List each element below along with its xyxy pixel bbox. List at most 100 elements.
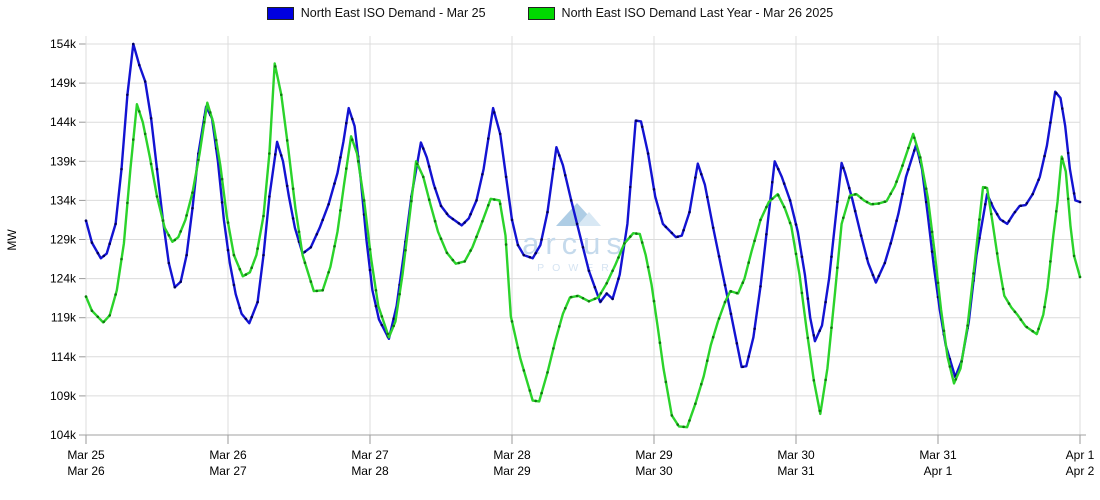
series-current-marker <box>84 219 88 222</box>
series-current-marker <box>564 174 567 177</box>
x-axis-label-current: Mar 28 <box>493 448 531 462</box>
series-lastyear-marker <box>1025 325 1029 329</box>
series-lastyear-marker <box>546 371 549 374</box>
series-current-marker <box>569 199 573 202</box>
series-lastyear-marker <box>185 214 188 217</box>
series-lastyear-marker <box>871 202 875 206</box>
series-current-marker <box>664 225 668 229</box>
series-current-marker <box>883 261 887 265</box>
series-lastyear-marker <box>688 419 691 422</box>
series-lastyear-marker <box>167 234 171 237</box>
series-lastyear-marker <box>948 365 952 368</box>
series-lastyear-marker <box>771 197 774 201</box>
grid-layer <box>79 36 1086 444</box>
series-current-marker <box>694 176 697 179</box>
series-current-marker <box>842 166 845 170</box>
series-current-marker <box>711 226 715 230</box>
series-current-marker <box>682 228 685 232</box>
series-lastyear-marker <box>700 382 703 386</box>
series-current-marker <box>782 182 786 185</box>
series-lastyear-marker <box>765 205 768 209</box>
series-current-marker <box>333 182 336 185</box>
series-current-marker <box>753 327 756 331</box>
series-current-marker <box>493 111 496 114</box>
series-current-marker <box>1031 192 1034 196</box>
y-axis-label: 139k <box>50 154 77 168</box>
series-lastyear-marker <box>788 221 792 225</box>
x-axis-label-lastyear: Mar 31 <box>777 464 815 478</box>
series-lastyear-marker <box>161 219 165 222</box>
series-lastyear-marker <box>623 242 626 245</box>
series-lastyear-marker <box>924 187 928 190</box>
series-lastyear-marker <box>652 299 656 303</box>
series-lastyear-marker <box>374 289 378 292</box>
legend-swatch-lastyear <box>527 6 555 20</box>
series-current-marker <box>126 93 129 97</box>
series-current-marker <box>114 222 117 226</box>
series-lastyear-marker <box>327 271 330 274</box>
series-lastyear-marker <box>942 329 946 333</box>
series-layer <box>84 42 1082 429</box>
chart-legend: North East ISO Demand - Mar 25 North Eas… <box>0 6 1100 20</box>
x-axis-label-lastyear: Mar 30 <box>635 464 673 478</box>
series-lastyear-marker <box>439 237 443 240</box>
series-current-marker <box>534 251 537 255</box>
series-current-marker <box>581 246 585 249</box>
series-lastyear-marker <box>901 164 904 167</box>
y-axis-label: 114k <box>51 350 77 364</box>
x-axis-label-lastyear: Apr 1 <box>924 464 953 478</box>
x-axis-label-current: Mar 31 <box>919 448 957 462</box>
watermark: arcus POWER <box>522 203 622 274</box>
series-lastyear-marker <box>504 243 508 246</box>
series-current-marker <box>351 117 354 121</box>
series-current-marker <box>475 199 478 202</box>
series-current-marker <box>445 212 449 215</box>
series-current-marker <box>836 200 839 203</box>
series-lastyear-marker <box>664 380 668 384</box>
series-lastyear-marker <box>812 379 816 382</box>
axis-text-layer: 154k 149k 144k 139k 134k 129k 124k 119k 114k 109k… <box>50 37 1095 478</box>
series-current-marker <box>463 221 467 224</box>
series-lastyear-marker <box>723 300 727 304</box>
series-lastyear-marker <box>729 290 733 293</box>
series-current-marker <box>599 300 603 303</box>
series-current-marker <box>232 283 236 287</box>
series-current-marker <box>978 236 981 240</box>
series-lastyear-marker <box>990 212 993 216</box>
series-lastyear-marker <box>1049 260 1052 263</box>
series-lastyear-marker <box>753 239 756 243</box>
series-lastyear-marker <box>197 158 200 162</box>
series-current-marker <box>723 283 727 287</box>
series-current-marker <box>1061 107 1064 110</box>
series-current-marker <box>995 212 999 216</box>
series-current-marker <box>1001 219 1005 223</box>
legend-label-lastyear: North East ISO Demand Last Year - Mar 26… <box>561 6 834 20</box>
y-axis-title: MW <box>5 229 19 251</box>
series-lastyear-marker <box>232 253 236 257</box>
series-lastyear-marker <box>522 369 526 372</box>
series-current-marker <box>303 250 307 254</box>
series-lastyear-marker <box>682 425 685 429</box>
series-lastyear-marker <box>534 399 537 403</box>
series-lastyear-marker <box>203 120 206 124</box>
series-current-marker <box>771 180 774 184</box>
series-lastyear-marker <box>658 341 662 345</box>
series-lastyear-marker <box>1007 302 1011 305</box>
series-current-marker <box>392 317 396 320</box>
series-current-marker <box>924 200 928 204</box>
series-lastyear-marker <box>114 293 117 296</box>
series-lastyear-marker <box>564 307 567 310</box>
series-lastyear-marker <box>427 198 431 201</box>
series-lastyear-marker <box>954 378 958 381</box>
series-current-marker <box>765 233 768 236</box>
series-lastyear-marker <box>676 423 679 426</box>
x-axis-label-current: Mar 30 <box>777 448 815 462</box>
series-current-marker <box>1078 200 1082 204</box>
series-current-marker <box>504 175 508 179</box>
series-current-marker <box>1066 151 1070 155</box>
series-current-marker <box>291 217 295 220</box>
series-lastyear-marker <box>995 252 999 255</box>
series-lastyear-marker <box>1001 287 1005 291</box>
series-lastyear-marker <box>469 249 472 252</box>
series-current-marker <box>498 132 502 136</box>
